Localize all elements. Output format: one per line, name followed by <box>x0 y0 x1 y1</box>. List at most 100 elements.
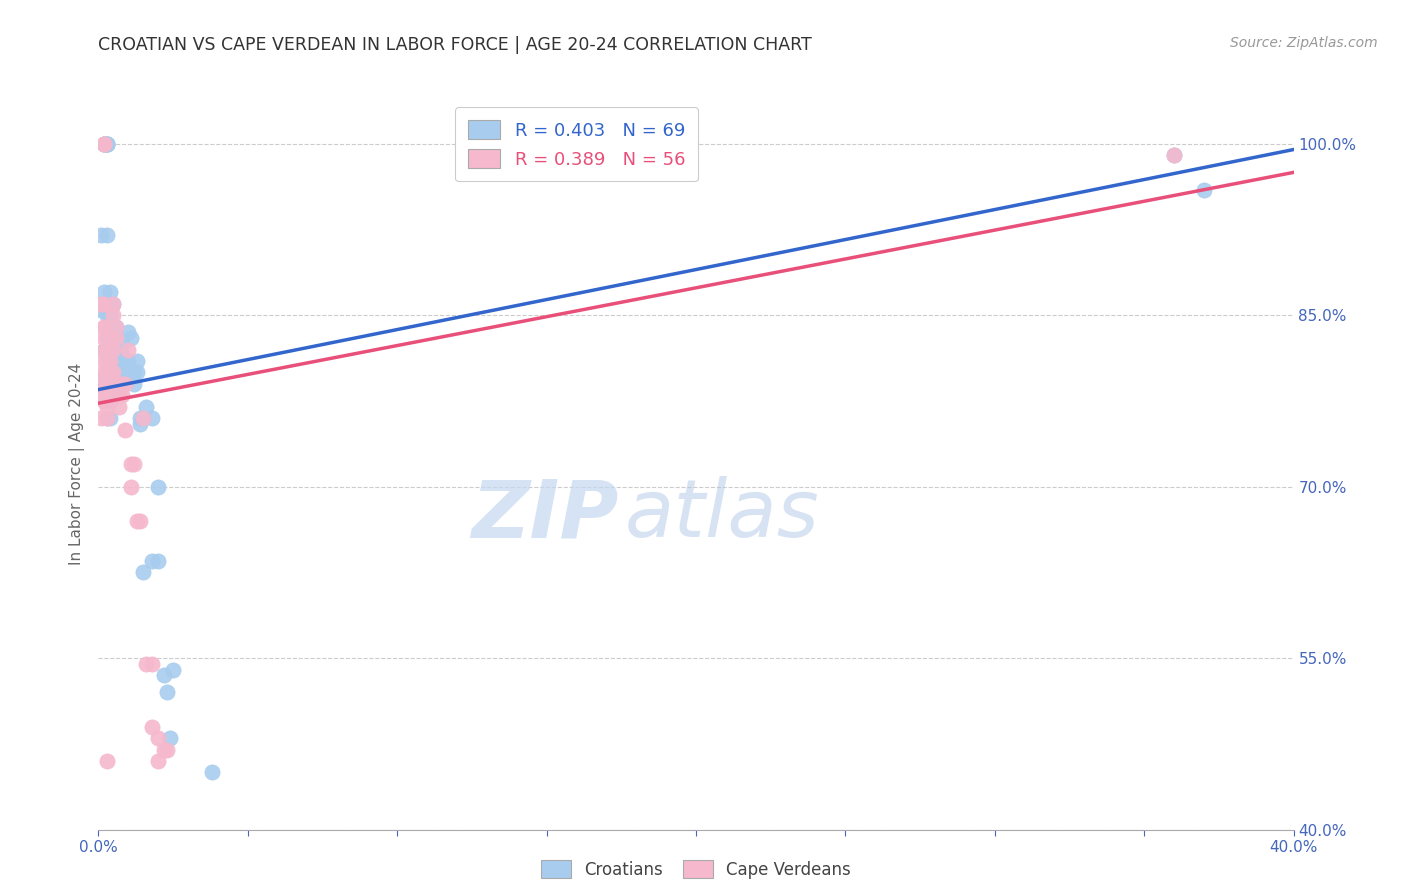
Point <box>148 554 170 568</box>
Point <box>98 411 122 425</box>
Point <box>120 480 142 494</box>
Point <box>105 366 128 380</box>
Point <box>132 411 155 425</box>
Point <box>117 354 139 368</box>
Text: Source: ZipAtlas.com: Source: ZipAtlas.com <box>1230 36 1378 50</box>
Point <box>96 136 118 151</box>
Point <box>111 354 134 368</box>
Point <box>1163 148 1185 162</box>
Point <box>141 720 163 734</box>
Point <box>114 366 136 380</box>
Point <box>127 514 149 528</box>
Point <box>93 331 115 345</box>
Point <box>90 411 112 425</box>
Point <box>93 394 115 409</box>
Point <box>111 348 134 362</box>
Point <box>96 366 118 380</box>
Point <box>108 366 131 380</box>
Point <box>105 331 128 345</box>
Point <box>93 388 115 402</box>
Point <box>105 319 128 334</box>
Point <box>114 376 136 391</box>
Point <box>90 297 112 311</box>
Point <box>96 136 118 151</box>
Point <box>1163 148 1185 162</box>
Point <box>96 136 118 151</box>
Text: ZIP: ZIP <box>471 476 619 554</box>
Point <box>159 731 181 745</box>
Point <box>103 376 125 391</box>
Point <box>135 400 157 414</box>
Point <box>93 136 115 151</box>
Point <box>148 480 170 494</box>
Point <box>129 417 152 431</box>
Point <box>156 685 179 699</box>
Point <box>111 336 134 351</box>
Point <box>98 319 122 334</box>
Point <box>105 376 128 391</box>
Point <box>93 136 115 151</box>
Point <box>105 319 128 334</box>
Point <box>153 668 176 682</box>
Point <box>1192 182 1215 196</box>
Point <box>129 411 152 425</box>
Point <box>103 297 125 311</box>
Point <box>98 354 122 368</box>
Point <box>111 388 134 402</box>
Y-axis label: In Labor Force | Age 20-24: In Labor Force | Age 20-24 <box>69 363 84 565</box>
Point <box>96 400 118 414</box>
Point <box>96 354 118 368</box>
Point <box>96 411 118 425</box>
Point <box>105 354 128 368</box>
Point <box>93 319 115 334</box>
Point <box>98 376 122 391</box>
Point <box>96 308 118 322</box>
Point <box>120 457 142 471</box>
Point <box>103 319 125 334</box>
Point <box>148 754 170 768</box>
Point <box>96 331 118 345</box>
Point <box>120 331 142 345</box>
Point <box>96 754 118 768</box>
Point <box>124 376 146 391</box>
Point <box>98 331 122 345</box>
Point <box>90 228 112 243</box>
Point <box>103 331 125 345</box>
Point <box>148 731 170 745</box>
Point <box>108 348 131 362</box>
Point <box>96 376 118 391</box>
Point <box>93 343 115 357</box>
Point <box>96 366 118 380</box>
Point <box>90 371 112 385</box>
Point <box>156 742 179 756</box>
Point <box>93 297 115 311</box>
Point <box>93 319 115 334</box>
Point <box>90 376 112 391</box>
Point <box>141 657 163 671</box>
Point <box>162 663 184 677</box>
Point <box>93 285 115 300</box>
Point <box>117 326 139 340</box>
Point <box>103 308 125 322</box>
Point <box>117 343 139 357</box>
Point <box>103 297 125 311</box>
Point <box>93 366 115 380</box>
Point <box>129 514 152 528</box>
Point <box>103 343 125 357</box>
Point <box>108 376 131 391</box>
Point <box>103 388 125 402</box>
Point <box>93 383 115 397</box>
Point <box>93 136 115 151</box>
Legend: Croatians, Cape Verdeans: Croatians, Cape Verdeans <box>533 852 859 887</box>
Point <box>105 388 128 402</box>
Point <box>98 354 122 368</box>
Text: CROATIAN VS CAPE VERDEAN IN LABOR FORCE | AGE 20-24 CORRELATION CHART: CROATIAN VS CAPE VERDEAN IN LABOR FORCE … <box>98 36 813 54</box>
Point <box>108 371 131 385</box>
Point <box>96 136 118 151</box>
Text: atlas: atlas <box>624 476 820 554</box>
Point <box>98 394 122 409</box>
Point <box>108 400 131 414</box>
Point <box>124 366 146 380</box>
Point <box>153 742 176 756</box>
Point <box>96 411 118 425</box>
